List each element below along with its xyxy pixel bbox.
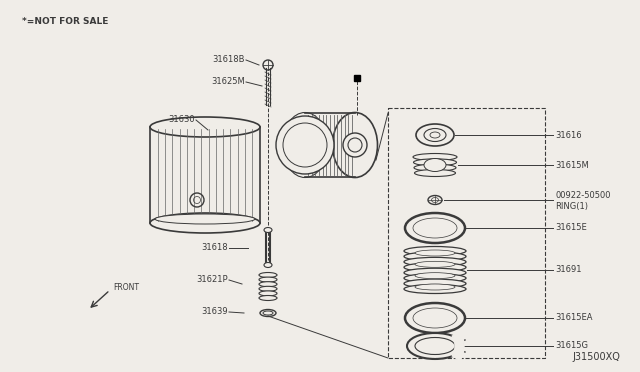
Text: 31615E: 31615E bbox=[555, 224, 587, 232]
Ellipse shape bbox=[415, 337, 455, 355]
Ellipse shape bbox=[282, 112, 328, 177]
Ellipse shape bbox=[259, 295, 277, 301]
Ellipse shape bbox=[415, 170, 456, 176]
Text: 31615M: 31615M bbox=[555, 160, 589, 170]
Text: FRONT: FRONT bbox=[113, 283, 139, 292]
Ellipse shape bbox=[343, 133, 367, 157]
Ellipse shape bbox=[424, 158, 446, 171]
Ellipse shape bbox=[259, 291, 277, 296]
Ellipse shape bbox=[155, 214, 255, 224]
Ellipse shape bbox=[416, 124, 454, 146]
Ellipse shape bbox=[415, 262, 455, 267]
Ellipse shape bbox=[431, 198, 438, 202]
Text: 31691: 31691 bbox=[555, 266, 582, 275]
Ellipse shape bbox=[259, 282, 277, 287]
Ellipse shape bbox=[264, 263, 272, 267]
Text: 31615EA: 31615EA bbox=[555, 314, 593, 323]
Ellipse shape bbox=[150, 213, 260, 233]
Text: 31618: 31618 bbox=[202, 244, 228, 253]
Ellipse shape bbox=[415, 284, 455, 290]
Ellipse shape bbox=[405, 213, 465, 243]
Ellipse shape bbox=[404, 285, 466, 294]
Ellipse shape bbox=[415, 250, 455, 256]
Ellipse shape bbox=[348, 138, 362, 152]
Ellipse shape bbox=[259, 273, 277, 278]
Ellipse shape bbox=[404, 274, 466, 283]
Text: 31621P: 31621P bbox=[196, 276, 228, 285]
Text: 31639: 31639 bbox=[202, 308, 228, 317]
Ellipse shape bbox=[276, 116, 334, 174]
Ellipse shape bbox=[407, 333, 463, 359]
Text: 31618B: 31618B bbox=[212, 55, 245, 64]
Ellipse shape bbox=[405, 303, 465, 333]
Ellipse shape bbox=[404, 268, 466, 277]
Text: J31500XQ: J31500XQ bbox=[572, 352, 620, 362]
Text: 31625M: 31625M bbox=[211, 77, 245, 87]
Ellipse shape bbox=[414, 164, 456, 171]
Text: RING(1): RING(1) bbox=[555, 202, 588, 211]
Text: 00922-50500: 00922-50500 bbox=[555, 192, 611, 201]
Ellipse shape bbox=[259, 286, 277, 291]
Ellipse shape bbox=[413, 154, 457, 160]
Ellipse shape bbox=[404, 279, 466, 288]
Ellipse shape bbox=[428, 196, 442, 205]
Ellipse shape bbox=[260, 310, 276, 317]
Wedge shape bbox=[452, 331, 464, 360]
Ellipse shape bbox=[259, 277, 277, 282]
Ellipse shape bbox=[430, 132, 440, 138]
Ellipse shape bbox=[150, 117, 260, 137]
Ellipse shape bbox=[333, 112, 378, 177]
Ellipse shape bbox=[264, 228, 272, 232]
Ellipse shape bbox=[404, 252, 466, 261]
Ellipse shape bbox=[404, 257, 466, 266]
Ellipse shape bbox=[404, 247, 466, 256]
Ellipse shape bbox=[424, 128, 446, 141]
Ellipse shape bbox=[283, 123, 327, 167]
Ellipse shape bbox=[404, 263, 466, 272]
Ellipse shape bbox=[415, 273, 455, 279]
Ellipse shape bbox=[263, 311, 273, 315]
Ellipse shape bbox=[413, 159, 456, 166]
Ellipse shape bbox=[413, 218, 457, 238]
Ellipse shape bbox=[413, 308, 457, 328]
Text: 31616: 31616 bbox=[555, 131, 582, 140]
Text: 31630: 31630 bbox=[168, 115, 195, 125]
Text: *=NOT FOR SALE: *=NOT FOR SALE bbox=[22, 17, 108, 26]
Text: 31615G: 31615G bbox=[555, 341, 588, 350]
